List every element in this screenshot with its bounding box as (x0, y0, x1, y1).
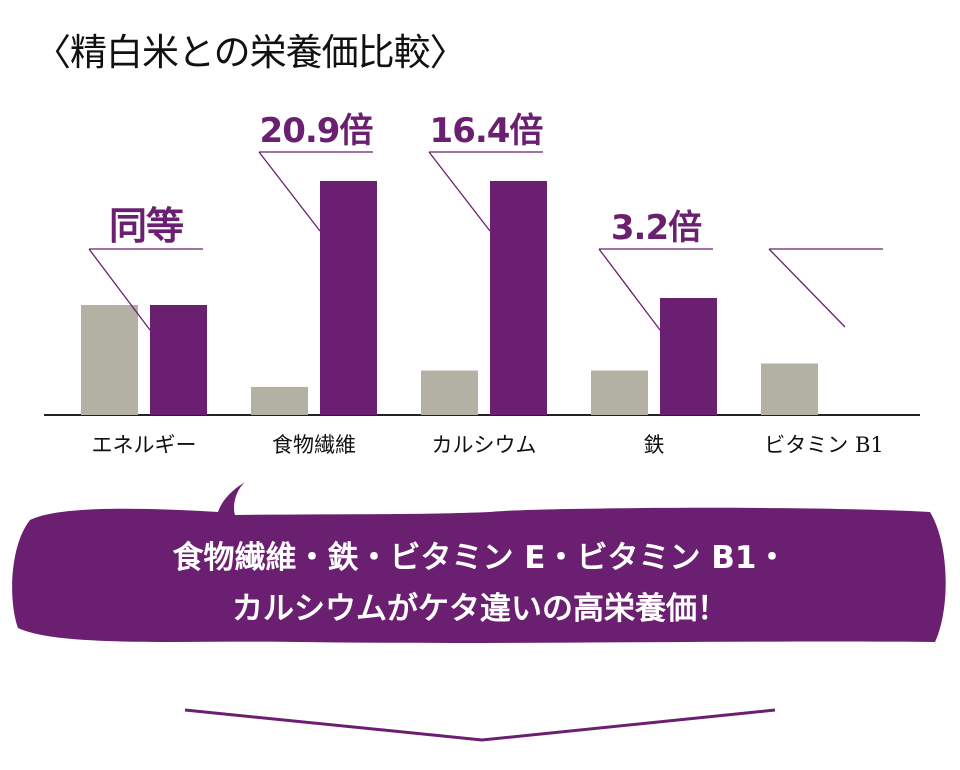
category-label-4: ビタミン B1 (764, 433, 883, 457)
annotation-label-0: 同等 (109, 204, 183, 248)
category-label-2: カルシウム (432, 433, 537, 457)
callout-pointer-3 (598, 248, 661, 331)
category-label-1: 食物繊維 (272, 433, 356, 457)
bar-compared-0 (150, 305, 207, 415)
bar-white-rice-3 (591, 370, 648, 415)
bar-compared-2 (490, 181, 547, 415)
callout-pointer-2 (428, 151, 491, 232)
chevron-down-icon (184, 708, 776, 742)
callout-pointer-1 (258, 151, 321, 232)
chart-title: 〈精白米との栄養価比較〉 (34, 31, 467, 74)
bar-white-rice-4 (761, 363, 818, 415)
annotation-label-3: 3.2倍 (611, 208, 702, 248)
annotation-label-1: 20.9倍 (260, 111, 374, 151)
callout-pointer-4 (768, 248, 846, 328)
bubble-line-2: カルシウムがケタ違いの高栄養価！ (232, 591, 728, 627)
bar-white-rice-0 (81, 305, 138, 415)
category-label-0: エネルギー (92, 433, 197, 457)
bubble-line-1: 食物繊維・鉄・ビタミン E・ビタミン B1・ (172, 540, 788, 576)
bar-white-rice-2 (421, 370, 478, 415)
bar-white-rice-1 (251, 386, 308, 415)
bar-compared-3 (660, 298, 717, 415)
speech-bubble (12, 482, 946, 643)
bar-compared-1 (320, 181, 377, 415)
category-label-3: 鉄 (644, 433, 665, 457)
callout-pointer-0 (88, 248, 151, 331)
annotation-label-2: 16.4倍 (430, 111, 544, 151)
